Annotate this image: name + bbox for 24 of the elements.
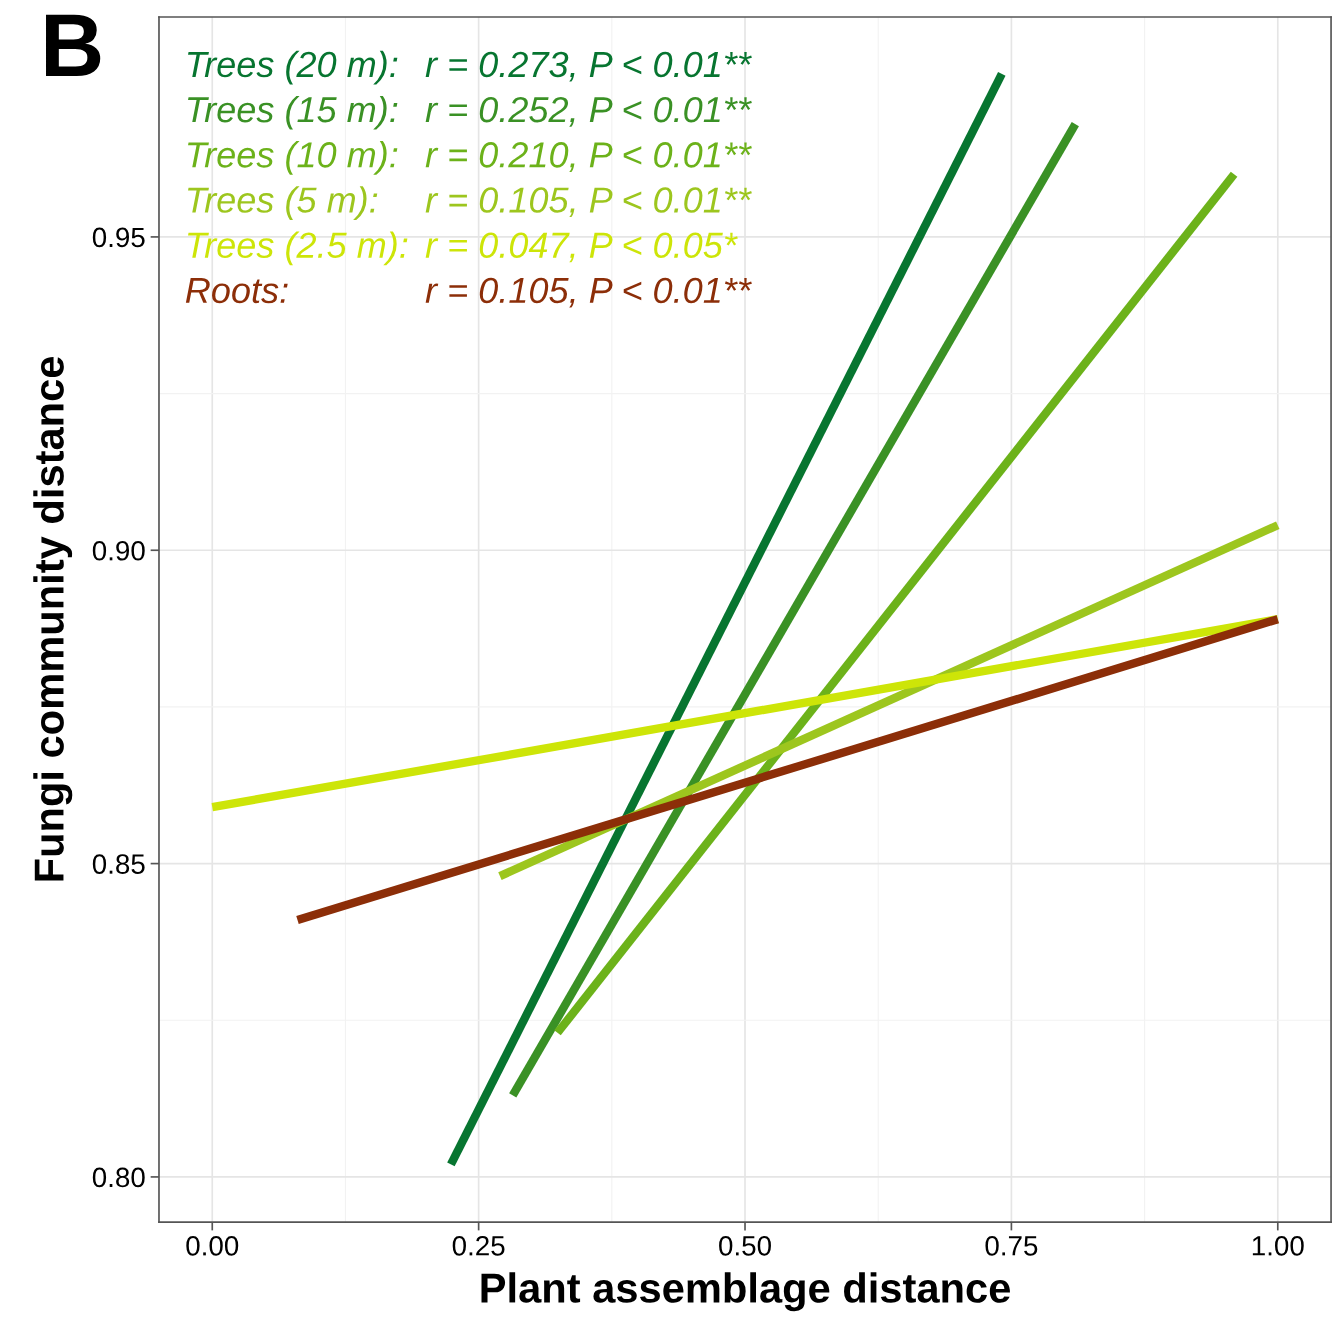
- text: Trees (10 m):: [188, 141, 398, 175]
- y-tick-label: 0.85: [92, 854, 145, 874]
- text: Roots:: [185, 278, 288, 304]
- y-tick-label: 0.80: [92, 1167, 145, 1188]
- x-tick-label: 0.25: [452, 1235, 505, 1256]
- x-tick-label: 0.75: [985, 1235, 1038, 1256]
- y-tick-label: 0.90: [92, 540, 145, 561]
- y-tick-label: 0.95: [92, 227, 145, 248]
- annotation: r = 0.105, P < 0.01**: [425, 277, 752, 308]
- y-axis-title: Fungi community distance: [33, 356, 73, 881]
- annotation: r = 0.273, P < 0.01**: [425, 51, 752, 82]
- annotation: r = 0.105, P < 0.01**: [425, 187, 752, 218]
- x-axis-title: Plant assemblage distance: [481, 1272, 1010, 1312]
- x-tick-label: 0.50: [719, 1235, 771, 1256]
- text: B: [46, 14, 101, 76]
- x-tick-label: 1.00: [1252, 1235, 1304, 1256]
- annotation: r = 0.210, P < 0.01**: [425, 142, 752, 172]
- text: Trees (20 m):: [188, 50, 398, 85]
- text: Trees (5 m):: [188, 186, 378, 220]
- text: Trees (15 m):: [188, 95, 398, 130]
- annotation: r = 0.252, P < 0.01**: [425, 96, 752, 127]
- annotation: r = 0.047, P < 0.05*: [425, 232, 738, 263]
- text: Trees (2.5 m):: [188, 231, 408, 266]
- x-tick-label: 0.00: [186, 1235, 239, 1256]
